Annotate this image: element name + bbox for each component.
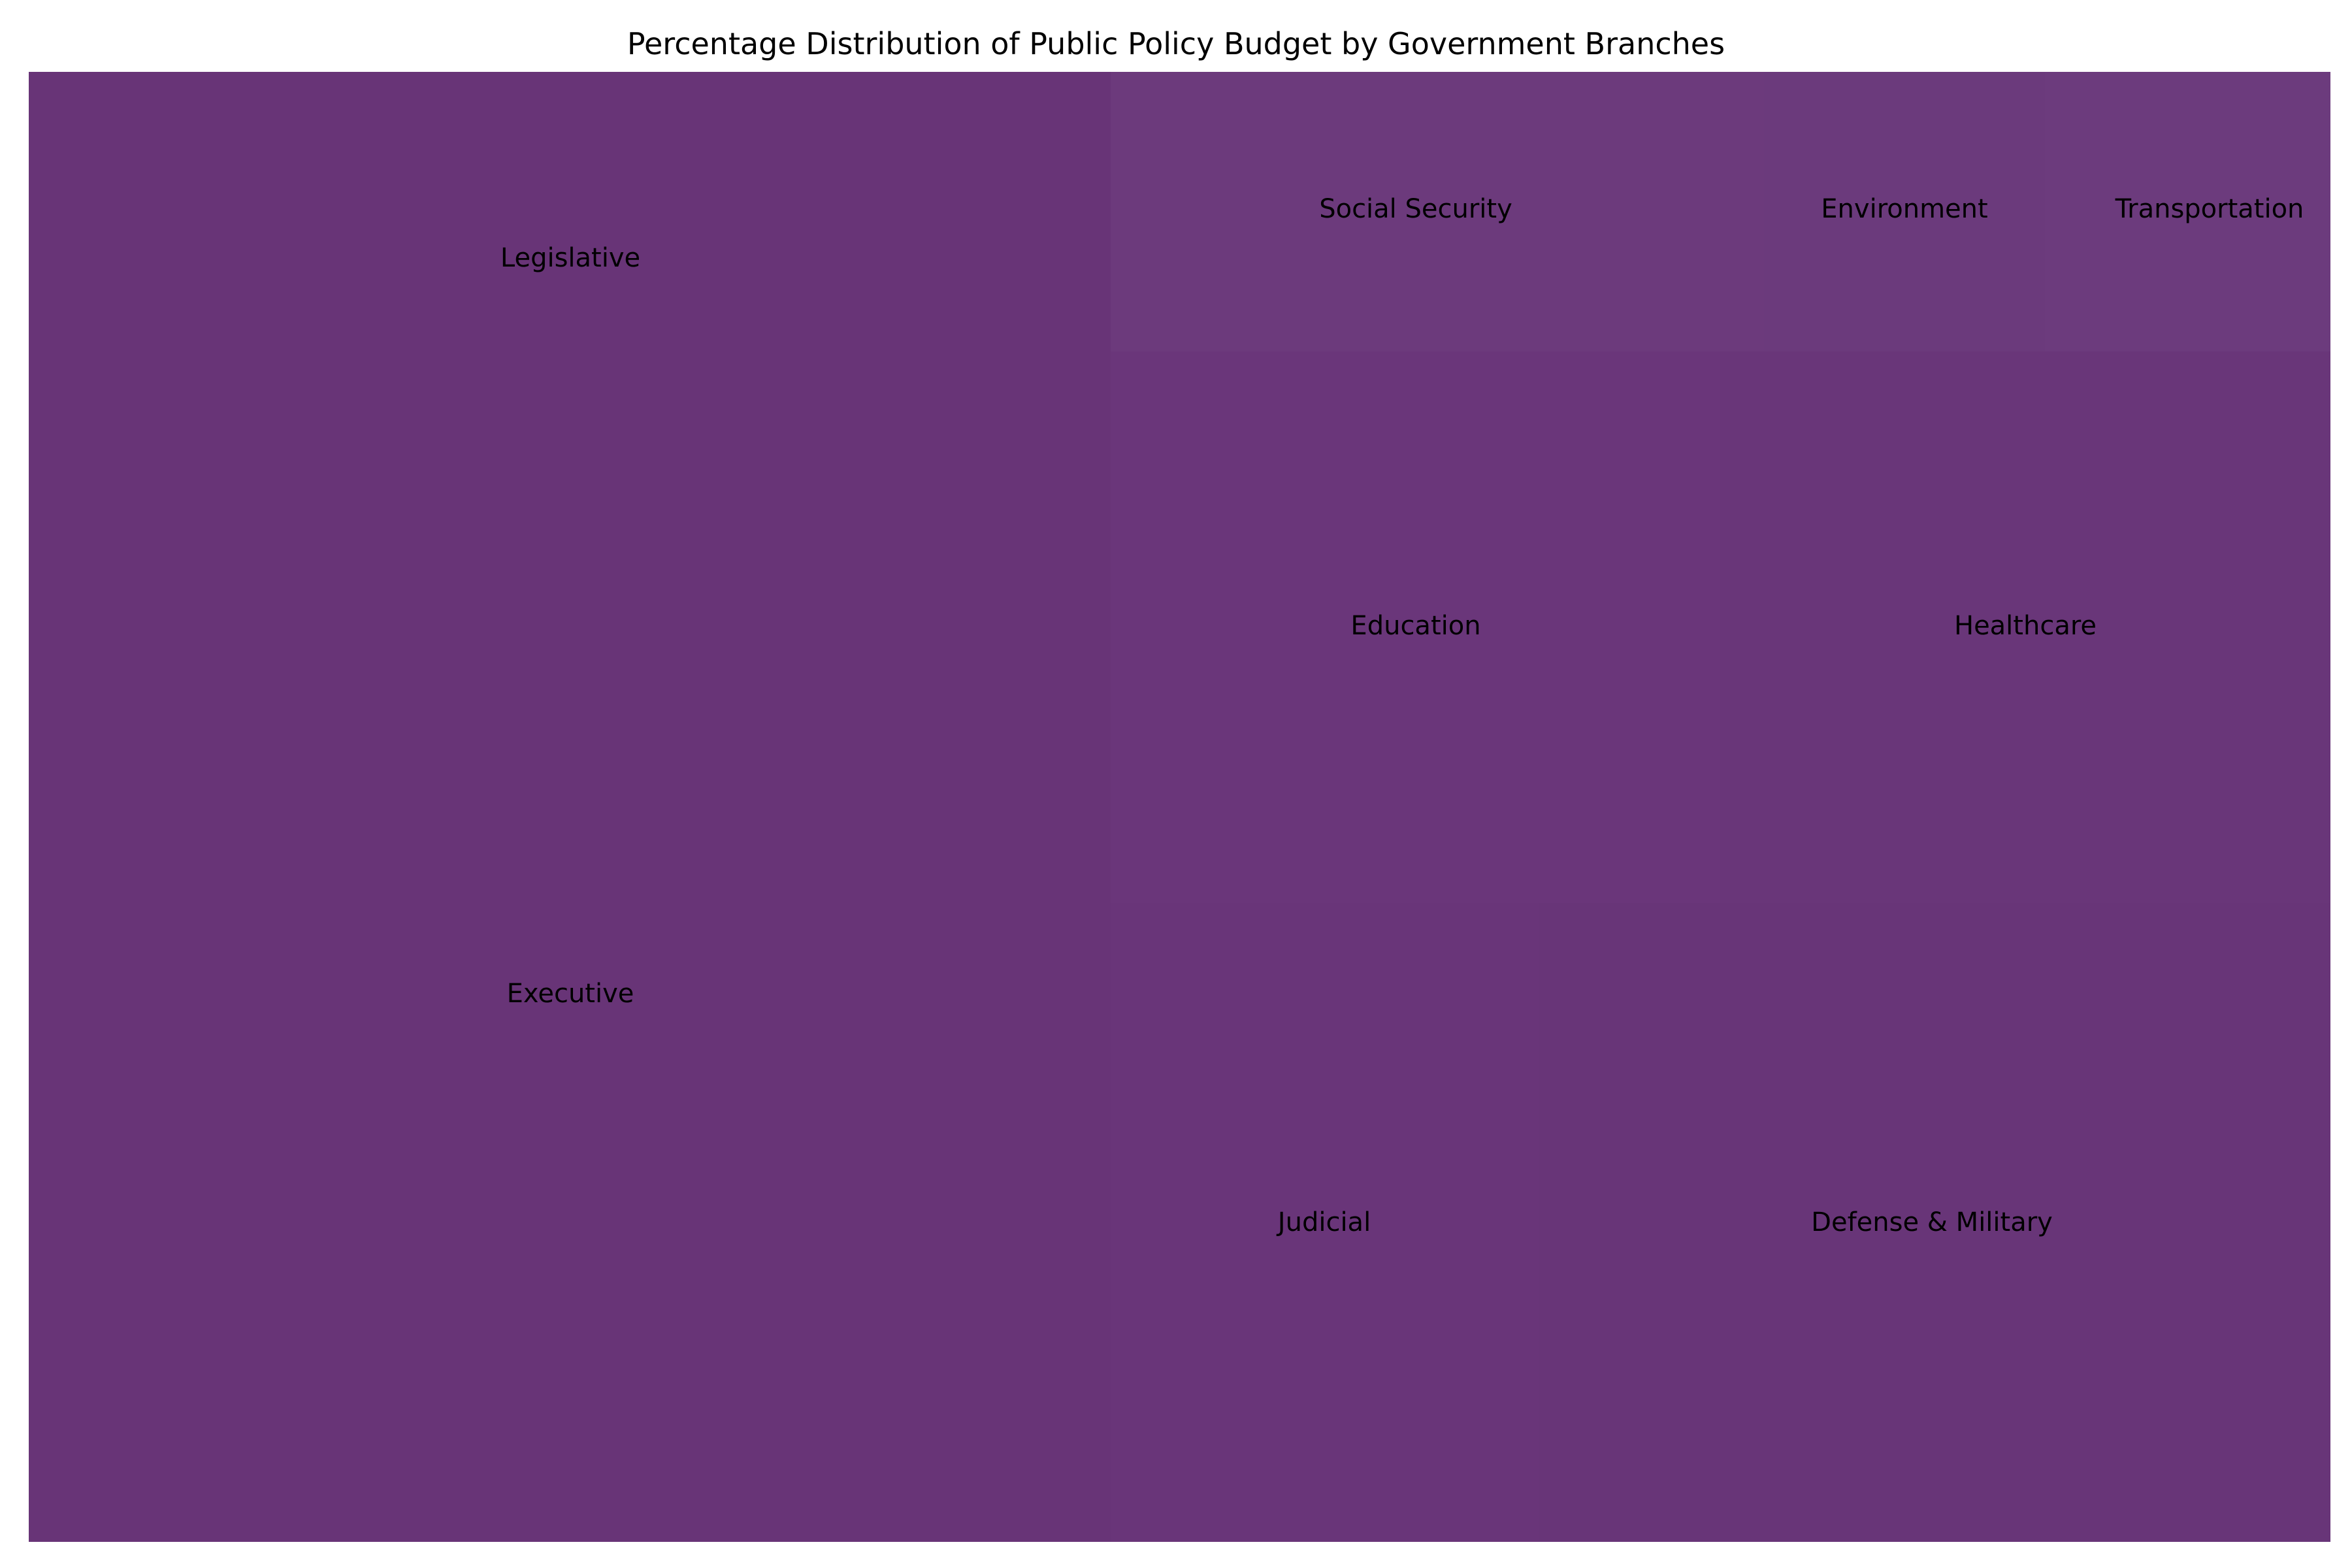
tile-label-environment: Environment: [1821, 194, 1987, 224]
tile-healthcare: [1720, 351, 2330, 903]
tile-transportation: [2045, 72, 2330, 351]
treemap-rects: [29, 72, 2330, 1542]
tile-label-social-security: Social Security: [1319, 194, 1512, 224]
tile-label-executive: Executive: [507, 979, 634, 1009]
tile-label-legislative: Legislative: [500, 243, 640, 273]
tile-social-security: [1111, 72, 1764, 351]
tile-education: [1111, 351, 1720, 903]
tile-label-transportation: Transportation: [2115, 194, 2304, 224]
treemap-labels: Legislative Executive Social Security Envir…: [500, 194, 2304, 1237]
tile-environment: [1764, 72, 2045, 351]
chart-title: Percentage Distribution of Public Policy…: [627, 26, 1725, 61]
tile-label-education: Education: [1350, 611, 1480, 641]
tile-label-defense-and-military: Defense & Military: [1811, 1207, 2053, 1237]
tile-executive: [29, 808, 1111, 1542]
tile-label-judicial: Judicial: [1276, 1207, 1371, 1237]
tile-legislative: [29, 72, 1111, 808]
tile-judicial: [1111, 903, 1539, 1542]
tile-defense-and-military: [1539, 903, 2330, 1542]
tile-label-healthcare: Healthcare: [1954, 611, 2097, 641]
